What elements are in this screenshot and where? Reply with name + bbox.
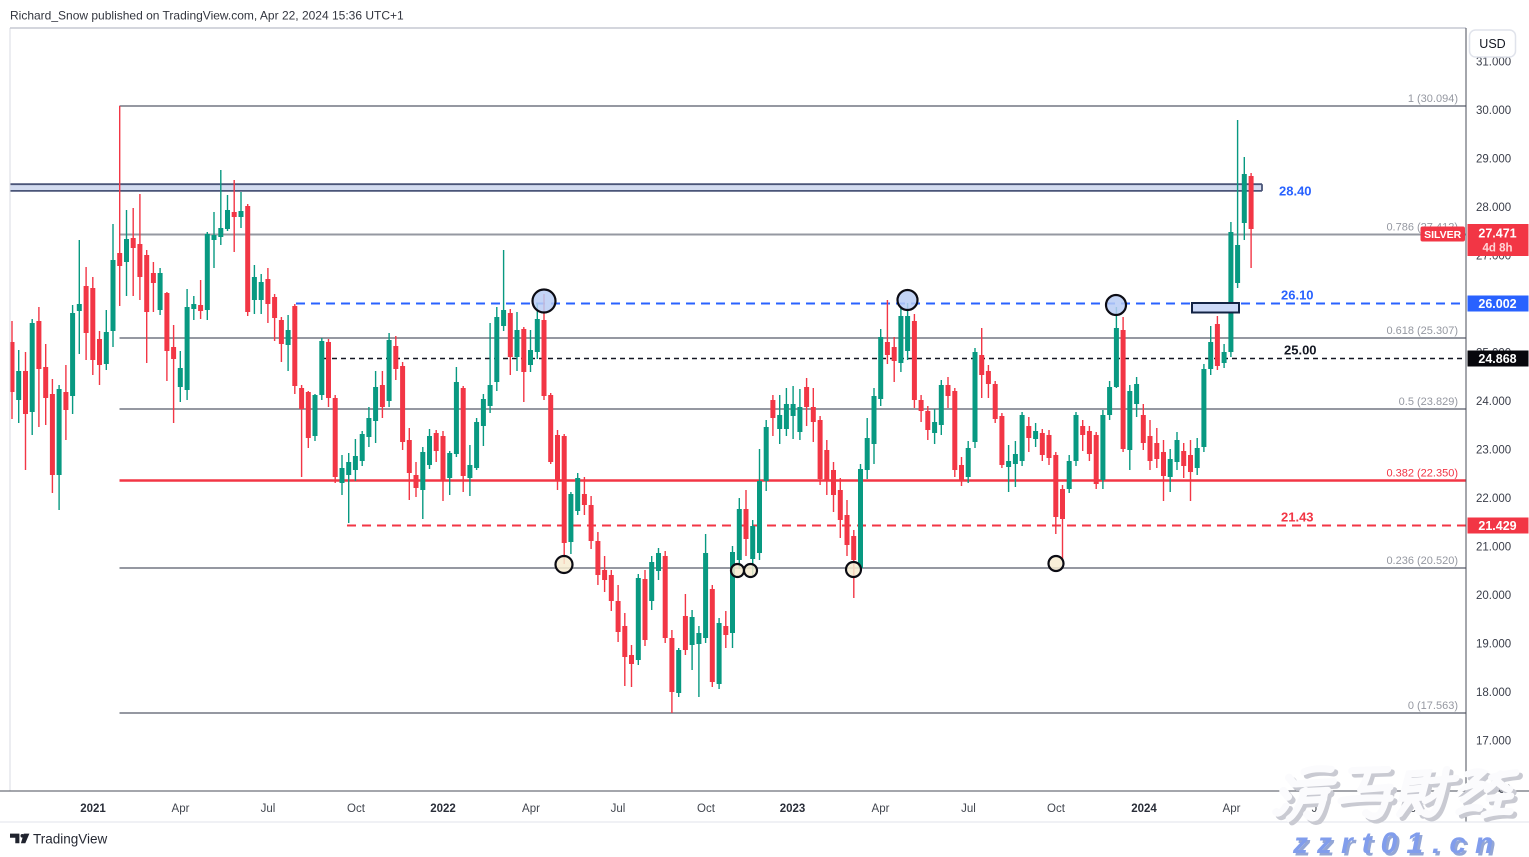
svg-text:Oct: Oct [347,803,366,815]
svg-text:TradingView: TradingView [33,832,108,847]
svg-text:2022: 2022 [430,803,456,815]
svg-text:19.000: 19.000 [1476,639,1511,651]
svg-text:Oct: Oct [1047,803,1066,815]
svg-text:Apr: Apr [1223,803,1241,815]
svg-text:Apr: Apr [522,803,540,815]
svg-text:30.000: 30.000 [1476,105,1511,117]
svg-text:17.000: 17.000 [1476,736,1511,748]
svg-text:Apr: Apr [872,803,890,815]
svg-text:Jul: Jul [611,803,626,815]
svg-text:Richard_Snow published on Trad: Richard_Snow published on TradingView.co… [10,9,404,23]
svg-text:26.10: 26.10 [1281,288,1314,303]
svg-text:28.000: 28.000 [1476,202,1511,214]
svg-text:25.00: 25.00 [1284,343,1317,358]
svg-text:28.40: 28.40 [1279,184,1312,199]
svg-text:SILVER: SILVER [1424,229,1462,241]
svg-text:31.000: 31.000 [1476,57,1511,69]
svg-text:Jul: Jul [261,803,276,815]
svg-text:22.000: 22.000 [1476,493,1511,505]
svg-text:Jul: Jul [961,803,976,815]
svg-text:2023: 2023 [780,803,806,815]
svg-text:18.000: 18.000 [1476,687,1511,699]
svg-text:0.382 (22.350): 0.382 (22.350) [1386,468,1458,480]
svg-text:29.000: 29.000 [1476,154,1511,166]
svg-text:24.868: 24.868 [1478,352,1516,366]
svg-text:21.429: 21.429 [1478,519,1516,533]
svg-text:2021: 2021 [80,803,106,815]
svg-text:26.002: 26.002 [1478,297,1516,311]
svg-text:2024: 2024 [1131,803,1157,815]
svg-text:0 (17.563): 0 (17.563) [1408,700,1458,712]
svg-text:4d 8h: 4d 8h [1482,243,1512,255]
svg-text:24.000: 24.000 [1476,396,1511,408]
svg-text:20.000: 20.000 [1476,590,1511,602]
svg-text:27.471: 27.471 [1478,227,1516,241]
svg-text:21.43: 21.43 [1281,510,1314,525]
svg-text:0.618 (25.307): 0.618 (25.307) [1386,325,1458,337]
svg-text:Apr: Apr [172,803,190,815]
svg-text:23.000: 23.000 [1476,445,1511,457]
svg-text:1 (30.094): 1 (30.094) [1408,93,1458,105]
svg-text:21.000: 21.000 [1476,542,1511,554]
svg-text:USD: USD [1479,37,1505,51]
svg-text:Oct: Oct [697,803,716,815]
svg-text:zzrt01.cn: zzrt01.cn [1292,827,1502,857]
svg-text:0.5 (23.829): 0.5 (23.829) [1399,396,1458,408]
svg-text:zzrt01.cn: zzrt01.cn [1295,830,1505,857]
svg-text:0.236 (20.520): 0.236 (20.520) [1386,555,1458,567]
